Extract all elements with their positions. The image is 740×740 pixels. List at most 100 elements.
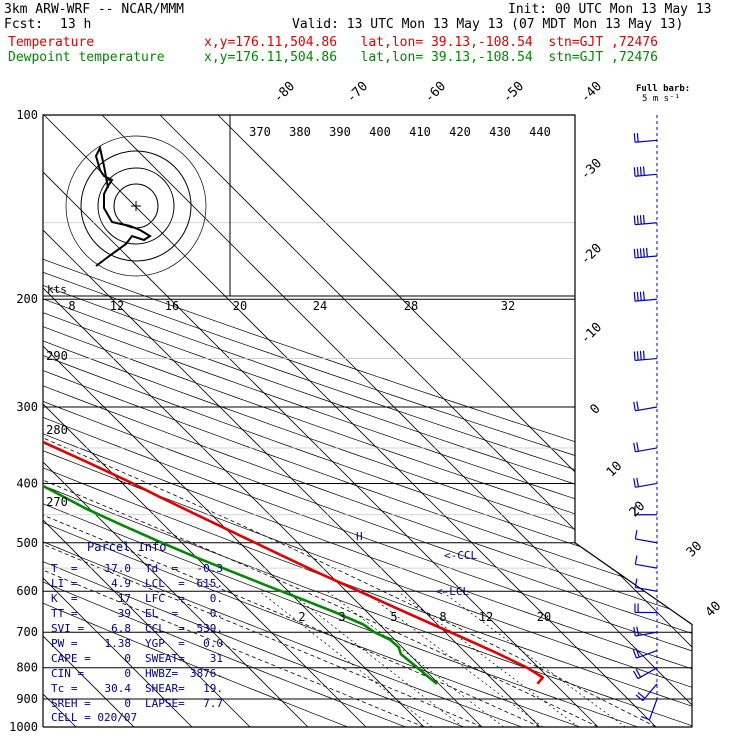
pressure-tick-label: 300 <box>16 400 38 414</box>
barb-key-label: Full barb: <box>636 84 691 94</box>
parcel-info-title: Parcel Info <box>87 540 167 554</box>
parcel-label-b: LAPSE= <box>145 697 185 710</box>
wind-barb <box>633 401 658 412</box>
isotherm-tick-label: 40 <box>703 599 725 621</box>
isotherm-line <box>43 115 657 727</box>
hodograph <box>43 115 575 297</box>
parcel-value-b: 19. <box>203 682 223 695</box>
parcel-value-a: 0 <box>124 667 131 680</box>
theta-tick-label: 390 <box>329 125 351 139</box>
isotherm-line <box>43 115 309 727</box>
isotherm-tick-label: -70 <box>344 79 371 106</box>
barb-key-units: 5 m s⁻¹ <box>642 94 680 104</box>
forecast-hours: 13 h <box>60 17 92 32</box>
pressure-tick-label: 1000 <box>9 720 38 734</box>
parcel-label-b: HWBZ= <box>145 667 185 680</box>
parcel-value-b: 31 <box>209 652 223 665</box>
parcel-value-a: 0 <box>124 697 131 710</box>
pressure-tick-label: 700 <box>16 625 38 639</box>
parcel-label-a: TT = <box>51 607 78 620</box>
hodograph-ring-label: 20 <box>233 299 247 313</box>
legend-temperature: Temperature <box>8 35 95 50</box>
isotherm-line <box>43 115 541 727</box>
isotherm-tick-label: -10 <box>578 320 605 347</box>
mixing-ratio-line <box>397 590 579 727</box>
isotherm-line <box>101 115 692 727</box>
wind-barb <box>633 291 658 302</box>
parcel-value-a: 17 <box>117 592 131 605</box>
isotherm-line <box>43 115 251 727</box>
wind-barb <box>633 442 658 453</box>
mixing-ratio-label: 20 <box>537 610 551 624</box>
moist-adiabat <box>43 298 657 727</box>
wind-barb <box>634 555 658 569</box>
hodograph-ring <box>65 135 207 277</box>
mixing-ratio-label: 5 <box>390 610 397 624</box>
isotherm-tick-label: -30 <box>578 156 605 183</box>
isotherm-tick-label: -80 <box>271 79 298 106</box>
mixing-ratio-line <box>326 590 504 727</box>
wind-barb <box>632 648 658 659</box>
wind-barb <box>633 350 658 362</box>
parcel-value-a: 6.8 <box>111 622 131 635</box>
parcel-value-b: 539. <box>196 622 224 635</box>
wind-barb <box>635 683 658 702</box>
diagram-frame <box>42 114 693 728</box>
parcel-label-a: Tc = <box>51 682 78 695</box>
parcel-label-b: LCL = <box>145 577 185 590</box>
isotherm-line <box>217 115 692 727</box>
moist-adiabat <box>43 298 541 727</box>
isotherm-tick-label: 0 <box>587 401 603 417</box>
init-time: Init: 00 UTC Mon 13 May 13 <box>508 2 712 17</box>
parcel-value-a: 0 <box>124 652 131 665</box>
lcl-annotation: <-LCL <box>436 585 470 598</box>
parcel-label-b: LFC = <box>145 592 185 605</box>
parcel-label-b: EL = <box>145 607 179 620</box>
theta-tick-label: 400 <box>369 125 391 139</box>
parcel-label-a: K = <box>51 592 78 605</box>
parcel-value-b: -0.3 <box>196 562 224 575</box>
isotherm-line <box>43 115 367 727</box>
parcel-value-b: 3876. <box>189 667 223 680</box>
wind-barb <box>633 626 658 637</box>
temperature-profile <box>43 440 544 685</box>
legend-dewpoint: Dewpoint temperature <box>8 50 165 65</box>
hodograph-ring-label: 12 <box>110 299 124 313</box>
wind-barb <box>633 247 658 259</box>
wind-barb <box>634 603 657 614</box>
hodograph-ring-label: 24 <box>313 299 327 313</box>
isotherm-tick-label: -50 <box>500 79 527 106</box>
isotherm-line <box>43 115 425 727</box>
parcel-label-a: SVI = <box>51 622 85 635</box>
hodograph-ring-label: 16 <box>165 299 179 313</box>
isotherm-tick-label: -20 <box>578 241 605 268</box>
hodograph-trace <box>94 145 152 267</box>
dry-adiabat <box>43 115 692 727</box>
wind-barb <box>633 477 658 488</box>
parcel-value-a: 1.38 <box>104 637 132 650</box>
isotherm-line <box>43 115 599 727</box>
parcel-value-a: 4.9 <box>111 577 131 590</box>
mixing-ratio-label: 3 <box>338 610 345 624</box>
hodograph-units: kts <box>47 283 67 296</box>
h-annotation: H <box>356 530 363 543</box>
legend-temperature-info: x,y=176.11,504.86 lat,lon= 39.13,-108.54… <box>204 35 658 50</box>
pressure-tick-label: 400 <box>16 476 38 490</box>
parcel-value-b: 615. <box>196 577 224 590</box>
parcel-value-a: 30.4 <box>104 682 132 695</box>
isotherm-tick-label: -40 <box>578 79 605 106</box>
parcel-label-a: LI = <box>51 577 78 590</box>
isotherm-tick-label: 30 <box>684 539 706 561</box>
wind-barb <box>640 698 658 721</box>
parcel-label-a: T = <box>51 562 78 575</box>
parcel-info-panel: Parcel Info T = 17.0 Td = -0.3 LI = 4.9 LCL = 6… <box>43 537 233 727</box>
parcel-value-b: 7.7 <box>203 697 223 710</box>
wind-barb <box>632 667 658 680</box>
parcel-cell: CELL = 020/07 <box>51 711 138 724</box>
legend-dewpoint-info: x,y=176.11,504.86 lat,lon= 39.13,-108.54… <box>204 50 658 65</box>
dry-adiabat <box>43 115 348 727</box>
theta-tick-label: 380 <box>289 125 311 139</box>
wind-barb <box>633 132 658 143</box>
parcel-label-b: SWEAT= <box>145 652 185 665</box>
